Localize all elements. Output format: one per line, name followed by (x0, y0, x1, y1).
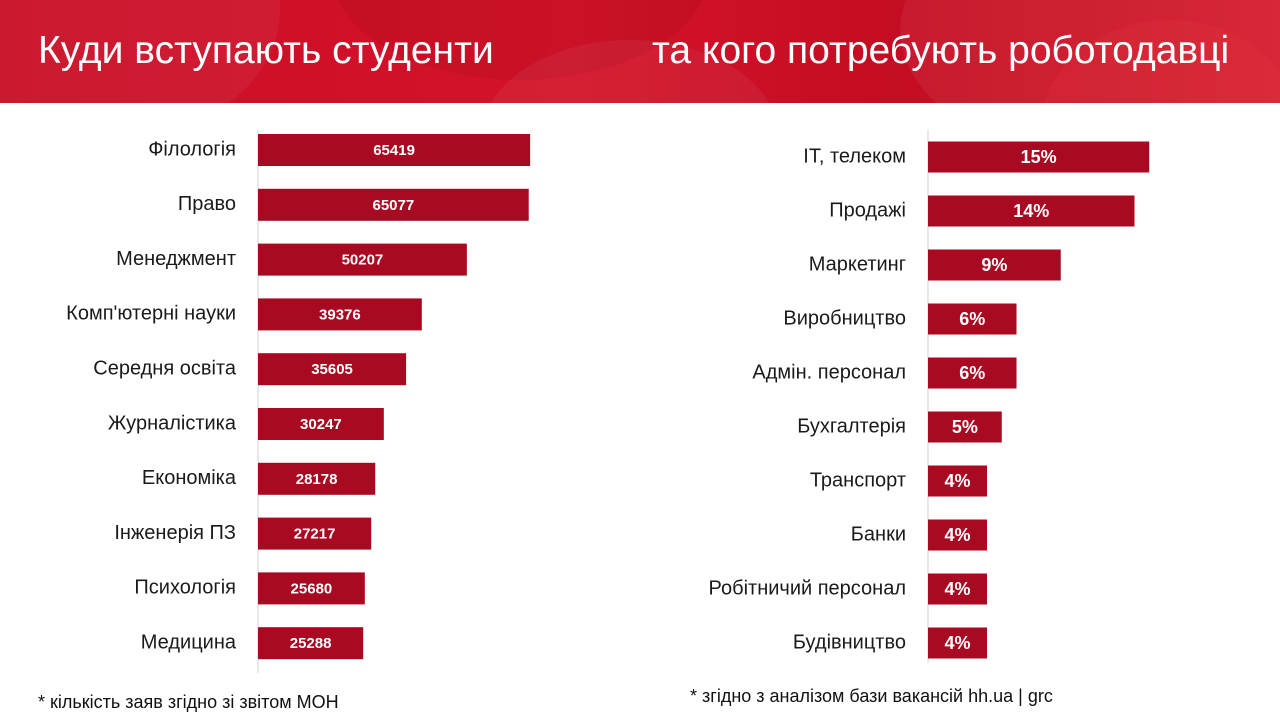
data-label-робітничий-персонал: 4% (944, 579, 970, 599)
bar-адмін-персонал (928, 357, 1017, 389)
data-label-медицина: 25288 (290, 635, 332, 652)
data-label-журналістика: 30247 (300, 416, 342, 433)
bar-психологія (258, 572, 365, 605)
category-label-журналістика: Журналістика (108, 412, 237, 434)
bar-економіка (258, 462, 376, 495)
bar-маркетинг (928, 249, 1061, 281)
bar-журналістика (258, 408, 384, 440)
data-label-інженерія-пз: 27217 (294, 526, 336, 543)
bar-медицина (258, 627, 364, 660)
title-right: та кого потребують роботодавці (652, 29, 1230, 72)
bar-інженерія-пз (258, 517, 372, 550)
category-label-право: Право (178, 193, 236, 215)
bar-бухгалтерія (928, 411, 1002, 443)
applications-bar-chart: Філологія 65419 Право 65077 Менеджмент 50207 К… (66, 130, 531, 673)
data-label-транспорт: 4% (944, 471, 970, 491)
footnote-left: * кількість заяв згідно зі звітом МОН (38, 692, 339, 712)
data-label-психологія: 25680 (291, 580, 333, 597)
category-label-банки: Банки (851, 523, 906, 545)
vacancies-bar-chart: IT, телеком 15% Продажі 14% Маркетинг 9% Вироб… (709, 130, 1150, 663)
data-label-середня-освіта: 35605 (311, 361, 353, 378)
header-banner: Куди вступають студенти та кого потребую… (0, 0, 1280, 103)
title-left: Куди вступають студенти (38, 29, 494, 72)
bar-банки (928, 519, 987, 551)
category-label-транспорт: Транспорт (810, 469, 906, 491)
category-label-виробництво: Виробництво (783, 307, 906, 329)
category-label-комп-ютерні-науки: Комп'ютерні науки (66, 303, 236, 325)
data-label-комп-ютерні-науки: 39376 (319, 306, 361, 323)
data-label-виробництво: 6% (959, 309, 985, 329)
category-label-маркетинг: Маркетинг (809, 253, 906, 275)
data-label-it-телеком: 15% (1021, 147, 1057, 167)
bar-будівництво (928, 627, 987, 659)
footnote-right: * згідно з аналізом бази вакансій hh.ua … (690, 686, 1053, 706)
data-label-банки: 4% (944, 525, 970, 545)
category-label-середня-освіта: Середня освіта (93, 357, 237, 379)
category-label-будівництво: Будівництво (793, 631, 906, 653)
bar-it-телеком (928, 141, 1150, 173)
bar-середня-освіта (258, 353, 407, 386)
data-label-бухгалтерія: 5% (952, 417, 978, 437)
banner-decor-circle (900, 0, 1280, 103)
data-label-адмін-персонал: 6% (959, 363, 985, 383)
data-label-філологія: 65419 (373, 142, 415, 159)
bar-робітничий-персонал (928, 573, 987, 605)
bar-транспорт (928, 465, 987, 497)
category-label-адмін-персонал: Адмін. персонал (752, 361, 906, 383)
data-label-право: 65077 (373, 197, 415, 214)
data-label-менеджмент: 50207 (342, 252, 384, 269)
category-label-продажі: Продажі (829, 199, 906, 221)
bar-виробництво (928, 303, 1017, 335)
data-label-продажі: 14% (1013, 201, 1049, 221)
category-label-економіка: Економіка (142, 467, 237, 489)
category-label-it-телеком: IT, телеком (803, 145, 906, 167)
category-label-робітничий-персонал: Робітничий персонал (709, 577, 906, 599)
banner-decor-circle (0, 0, 280, 103)
bar-комп-ютерні-науки (258, 298, 422, 331)
category-label-інженерія-пз: Інженерія ПЗ (114, 522, 236, 544)
bar-право (258, 188, 529, 221)
bar-філологія (258, 134, 531, 166)
category-label-менеджмент: Менеджмент (116, 248, 236, 270)
data-label-будівництво: 4% (944, 633, 970, 653)
bar-менеджмент (258, 243, 467, 276)
bar-продажі (928, 195, 1135, 227)
data-label-економіка: 28178 (296, 471, 338, 488)
data-label-маркетинг: 9% (981, 255, 1007, 275)
category-label-бухгалтерія: Бухгалтерія (797, 415, 906, 437)
category-label-філологія: Філологія (148, 138, 236, 160)
category-label-психологія: Психологія (134, 577, 236, 599)
category-label-медицина: Медицина (141, 631, 237, 653)
